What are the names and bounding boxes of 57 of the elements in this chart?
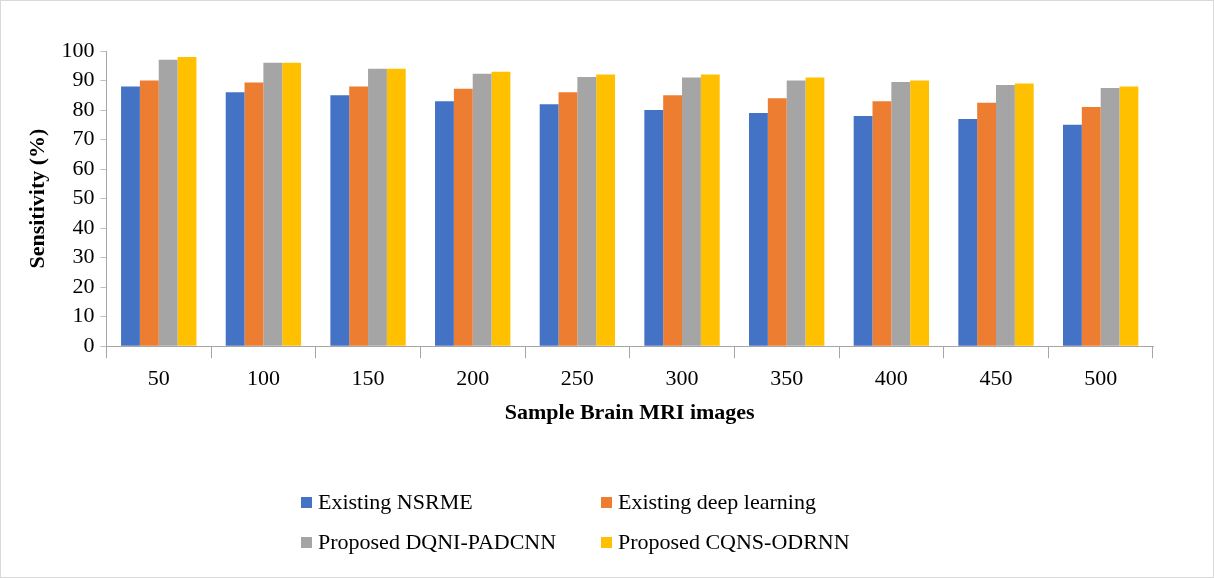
bar: [435, 101, 454, 346]
y-axis-title: Sensitivity (%): [23, 128, 49, 269]
legend-label: Existing NSRME: [318, 489, 473, 515]
bar: [539, 104, 559, 346]
y-tick-label: 90: [72, 66, 95, 92]
bar: [330, 95, 350, 346]
bar: [853, 115, 873, 346]
bar: [1081, 107, 1101, 346]
bar: [872, 101, 892, 346]
x-tick-label: 400: [874, 365, 908, 391]
bar: [749, 112, 768, 346]
legend-label: Proposed CQNS-ODRNN: [618, 529, 850, 555]
x-axis-title: Sample Brain MRI images: [504, 399, 756, 425]
x-tick-label: 300: [665, 365, 699, 391]
y-tick-label: 40: [72, 213, 95, 239]
bar: [282, 62, 302, 346]
bar: [977, 102, 997, 346]
bar: [225, 92, 245, 346]
x-tick-label: 450: [979, 365, 1013, 391]
bar: [349, 86, 369, 346]
bar: [1062, 124, 1082, 346]
bar: [805, 77, 825, 346]
bar: [244, 82, 264, 346]
bar: [644, 110, 664, 346]
x-tick-label: 250: [560, 365, 594, 391]
x-tick-label: 50: [147, 365, 170, 391]
x-tick-label: 350: [770, 365, 804, 391]
bar: [910, 80, 930, 346]
bar: [1119, 86, 1139, 346]
y-tick-label: 100: [61, 36, 95, 62]
x-tick-label: 500: [1084, 365, 1118, 391]
x-tick-label: 200: [456, 365, 490, 391]
y-tick-label: 70: [72, 125, 95, 151]
y-tick-label: 50: [72, 184, 95, 210]
bar: [121, 86, 140, 346]
x-tick-label: 100: [246, 365, 280, 391]
bar: [1014, 83, 1034, 346]
bar: [663, 95, 683, 346]
y-tick-label: 30: [72, 243, 95, 269]
bar: [596, 74, 616, 346]
y-tick-label: 20: [72, 272, 95, 298]
x-tick-label: 150: [351, 365, 385, 391]
bar: [958, 118, 978, 346]
bar: [177, 56, 197, 346]
bar: [700, 74, 720, 346]
legend-label: Existing deep learning: [618, 489, 816, 515]
bar: [139, 80, 159, 346]
bar: [453, 88, 473, 346]
bar: [491, 71, 511, 346]
y-tick-label: 0: [83, 331, 95, 357]
bar: [767, 98, 787, 346]
bar: [558, 92, 578, 346]
legend-label: Proposed DQNI-PADCNN: [318, 529, 557, 555]
y-tick-label: 80: [72, 95, 95, 121]
bar: [386, 68, 406, 346]
y-tick-label: 60: [72, 154, 95, 180]
y-tick-label: 10: [72, 302, 95, 328]
